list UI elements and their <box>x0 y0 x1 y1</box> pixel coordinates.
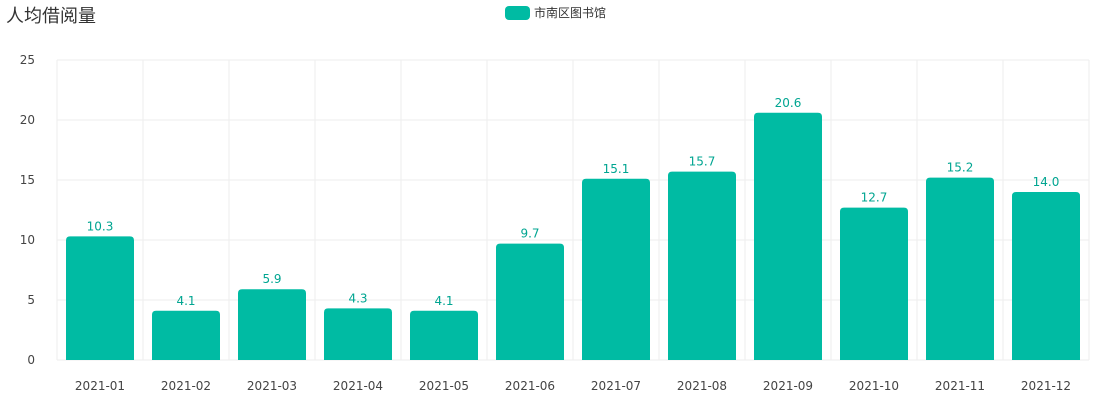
x-tick-label: 2021-01 <box>75 379 125 393</box>
x-tick-label: 2021-09 <box>763 379 813 393</box>
bar <box>582 178 650 360</box>
x-tick-label: 2021-08 <box>677 379 727 393</box>
x-tick-label: 2021-12 <box>1021 379 1071 393</box>
bar <box>840 207 908 360</box>
legend-swatch <box>505 5 530 20</box>
chart-title: 人均借阅量 <box>6 6 96 27</box>
data-label: 4.3 <box>348 291 367 305</box>
x-tick-label: 2021-06 <box>505 379 555 393</box>
y-tick-label: 10 <box>20 233 35 247</box>
data-label: 15.7 <box>689 155 716 169</box>
y-tick-label: 25 <box>20 53 35 67</box>
x-tick-label: 2021-10 <box>849 379 899 393</box>
data-label: 14.0 <box>1033 175 1060 189</box>
x-tick-label: 2021-11 <box>935 379 985 393</box>
data-label: 4.1 <box>176 294 195 308</box>
x-tick-label: 2021-03 <box>247 379 297 393</box>
bar <box>496 243 564 360</box>
y-tick-label: 15 <box>20 173 35 187</box>
bar <box>324 308 392 360</box>
bar <box>66 236 134 360</box>
data-label: 5.9 <box>262 272 281 286</box>
data-label: 15.1 <box>603 162 630 176</box>
data-label: 12.7 <box>861 191 888 205</box>
bar <box>926 177 994 360</box>
x-tick-label: 2021-04 <box>333 379 383 393</box>
bar <box>410 310 478 360</box>
y-tick-label: 0 <box>27 353 35 367</box>
bar <box>152 310 220 360</box>
data-label: 15.2 <box>947 161 974 175</box>
bar <box>238 289 306 360</box>
x-tick-label: 2021-07 <box>591 379 641 393</box>
x-tick-label: 2021-02 <box>161 379 211 393</box>
bar <box>754 112 822 360</box>
legend[interactable]: 市南区图书馆 <box>505 4 606 21</box>
data-label: 4.1 <box>434 294 453 308</box>
data-label: 20.6 <box>775 96 802 110</box>
bar <box>668 171 736 360</box>
legend-label: 市南区图书馆 <box>534 6 607 20</box>
y-tick-label: 5 <box>27 293 35 307</box>
y-tick-label: 20 <box>20 113 35 127</box>
data-label: 9.7 <box>520 227 539 241</box>
x-tick-label: 2021-05 <box>419 379 469 393</box>
bar <box>1012 192 1080 360</box>
data-label: 10.3 <box>87 219 114 233</box>
